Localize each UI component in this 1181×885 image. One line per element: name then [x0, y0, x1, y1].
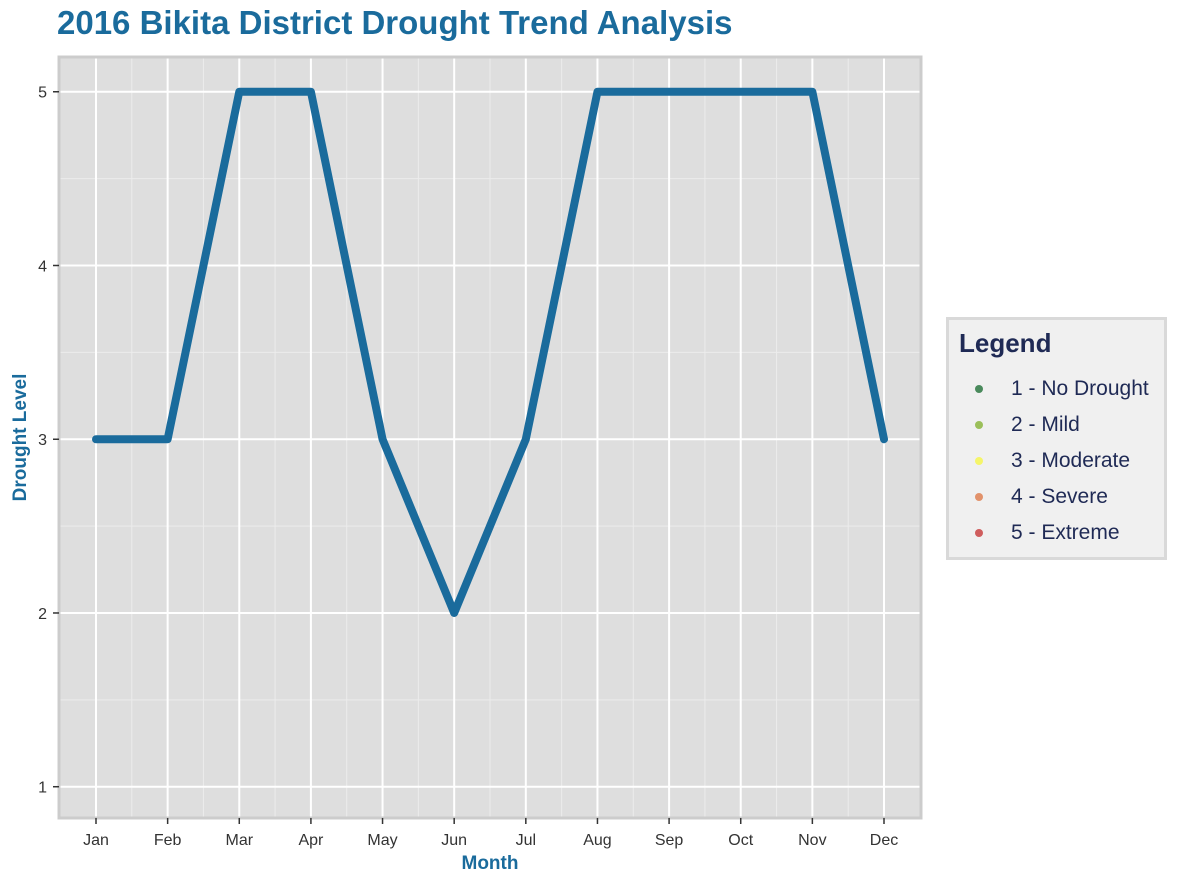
- x-tick-label: Dec: [870, 832, 898, 849]
- y-tick-label: 3: [38, 432, 47, 449]
- x-tick-label: Oct: [728, 832, 753, 849]
- x-tick-label: Feb: [154, 832, 182, 849]
- chart-title: 2016 Bikita District Drought Trend Analy…: [57, 4, 733, 41]
- x-axis-title: Month: [462, 853, 519, 874]
- legend-dot-mild: [975, 421, 983, 429]
- legend-dot-moderate: [975, 457, 983, 465]
- series-layer: [92, 87, 888, 617]
- x-tick-label: May: [367, 832, 397, 849]
- legend-title: Legend: [959, 328, 1052, 358]
- axes: 1 2 3 4 5 Jan Feb Mar Apr May Jun Jul Aug Sep Oct Nov De…: [38, 85, 898, 849]
- legend-dot-extreme: [975, 529, 983, 537]
- legend-item-severe: 4 - Severe: [959, 479, 1108, 515]
- x-tick-label: Jul: [516, 832, 536, 849]
- legend-label-severe: 4 - Severe: [1011, 485, 1108, 508]
- legend-dot-severe: [975, 493, 983, 501]
- x-tick-label: Jan: [83, 832, 109, 849]
- series-line-0: [92, 87, 888, 617]
- legend: Legend 1 - No Drought 2 - Mild 3 - Moder…: [946, 317, 1167, 560]
- x-tick-label: Aug: [583, 832, 611, 849]
- x-tick-label: Mar: [225, 832, 253, 849]
- y-tick-label: 2: [38, 606, 47, 623]
- legend-label-moderate: 3 - Moderate: [1011, 449, 1131, 472]
- y-tick-label: 5: [38, 85, 47, 102]
- legend-dot-no-drought: [975, 385, 983, 393]
- legend-item-moderate: 3 - Moderate: [959, 443, 1130, 479]
- y-axis-title: Drought Level: [10, 374, 31, 502]
- y-tick-label: 4: [38, 258, 47, 275]
- legend-label-mild: 2 - Mild: [1011, 413, 1080, 436]
- legend-item-mild: 2 - Mild: [959, 407, 1080, 443]
- plot-border: [57, 55, 923, 820]
- x-tick-label: Apr: [298, 832, 324, 849]
- legend-item-no-drought: 1 - No Drought: [959, 371, 1149, 407]
- x-tick-label: Jun: [441, 832, 467, 849]
- legend-label-no-drought: 1 - No Drought: [1011, 377, 1149, 400]
- y-tick-label: 1: [38, 780, 47, 797]
- legend-item-extreme: 5 - Extreme: [959, 515, 1120, 551]
- x-tick-label: Sep: [655, 832, 684, 849]
- x-tick-label: Nov: [798, 832, 826, 849]
- legend-label-extreme: 5 - Extreme: [1011, 521, 1120, 544]
